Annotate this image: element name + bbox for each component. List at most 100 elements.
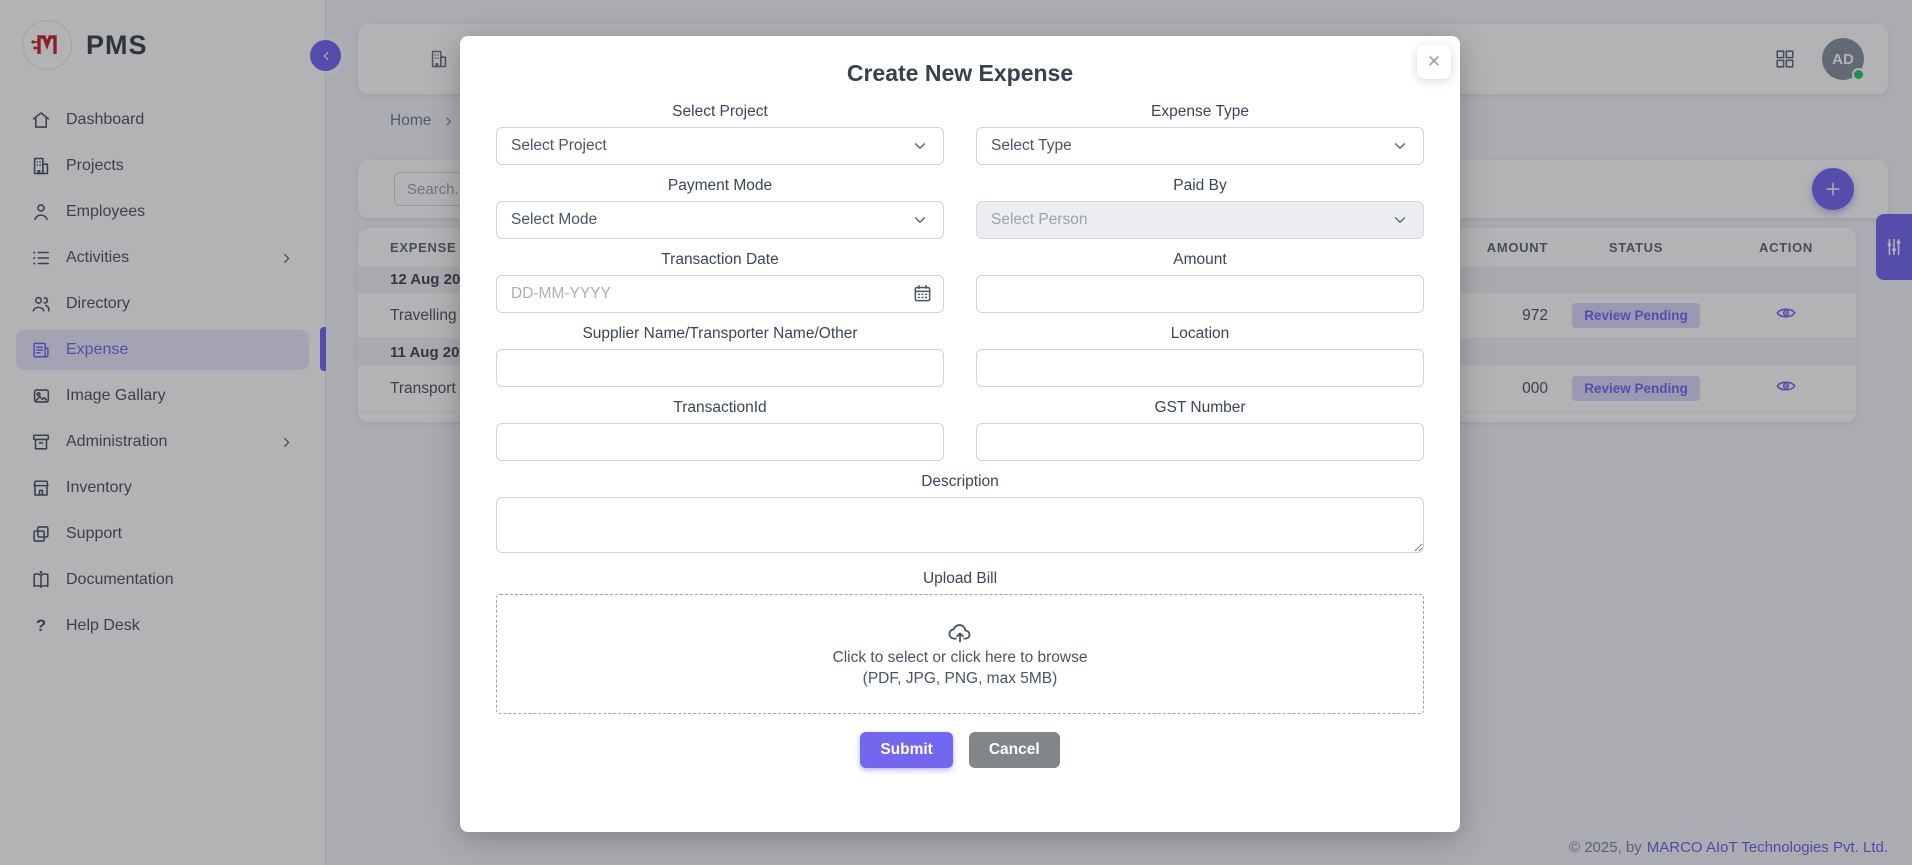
sidebar: PMS Dashboard Projects Employees Activi <box>0 0 341 865</box>
sidebar-item-label: Projects <box>66 157 124 174</box>
logo-row: PMS <box>0 0 325 90</box>
field-label: Upload Bill <box>922 570 998 587</box>
submit-button[interactable]: Submit <box>860 732 953 768</box>
sliders-icon <box>1883 236 1905 258</box>
customizer-toggle[interactable] <box>1876 214 1912 280</box>
chevron-down-icon <box>911 137 929 155</box>
location-input[interactable] <box>976 349 1424 387</box>
company-link[interactable]: MARCO AIoT Technologies Pvt. Ltd. <box>1646 839 1888 856</box>
footer: © 2025, by MARCO AIoT Technologies Pvt. L… <box>1569 839 1888 856</box>
sidebar-item-administration[interactable]: Administration <box>16 422 309 462</box>
upload-dropzone[interactable]: Click to select or click here to browse … <box>496 594 1424 714</box>
amount-field: Amount <box>976 251 1424 313</box>
sidebar-nav: Dashboard Projects Employees Activities … <box>0 90 325 646</box>
view-expense-icon[interactable] <box>1775 375 1797 397</box>
field-label: Description <box>921 473 999 490</box>
sidebar-item-employees[interactable]: Employees <box>16 192 309 232</box>
expense-status: Review Pending <box>1556 376 1716 401</box>
sidebar-item-label: Administration <box>66 433 168 450</box>
sidebar-item-documentation[interactable]: Documentation <box>16 560 309 600</box>
column-header-action: ACTION <box>1758 239 1814 255</box>
book-icon <box>30 569 52 591</box>
sidebar-item-image-gallary[interactable]: Image Gallary <box>16 376 309 416</box>
upload-bill-field: Upload Bill Click to select or click her… <box>496 570 1424 714</box>
expense-status: Review Pending <box>1556 303 1716 328</box>
row-actions <box>1716 375 1856 402</box>
sidebar-item-dashboard[interactable]: Dashboard <box>16 100 309 140</box>
gst-number-input[interactable] <box>976 423 1424 461</box>
breadcrumb-home[interactable]: Home <box>390 112 432 129</box>
field-label: Select Project <box>672 103 768 120</box>
field-label: Expense Type <box>1151 103 1249 120</box>
chevron-down-icon <box>1391 211 1409 229</box>
user-avatar[interactable]: AD <box>1822 38 1865 81</box>
sidebar-item-label: Employees <box>66 203 146 220</box>
modal-title: Create New Expense <box>846 60 1074 86</box>
transaction-date-input[interactable] <box>496 275 944 313</box>
sidebar-item-label: Image Gallary <box>66 387 166 404</box>
chevron-down-icon <box>1391 137 1409 155</box>
column-header-status[interactable]: STATUS <box>1608 239 1664 255</box>
supplier-name-input[interactable] <box>496 349 944 387</box>
field-label: TransactionId <box>673 399 767 416</box>
location-field: Location <box>976 325 1424 387</box>
sidebar-item-inventory[interactable]: Inventory <box>16 468 309 508</box>
selected-value: Select Type <box>991 137 1072 154</box>
user-icon <box>30 201 52 223</box>
online-status-dot <box>1852 68 1865 81</box>
users-icon <box>30 293 52 315</box>
selected-value: Select Mode <box>511 211 598 228</box>
field-label: Supplier Name/Transporter Name/Other <box>582 325 858 342</box>
apps-grid-icon[interactable] <box>1774 48 1796 70</box>
active-item-indicator <box>320 327 326 371</box>
field-label: GST Number <box>1154 399 1246 416</box>
expense-type-dropdown[interactable]: Select Type <box>976 127 1424 165</box>
description-textarea[interactable] <box>496 497 1424 553</box>
view-expense-icon[interactable] <box>1775 302 1797 324</box>
building-icon <box>30 155 52 177</box>
paid-by-dropdown: Select Person <box>976 201 1424 239</box>
status-badge: Review Pending <box>1572 376 1700 401</box>
amount-input[interactable] <box>976 275 1424 313</box>
selected-value: Select Person <box>991 211 1088 228</box>
cloud-upload-icon <box>947 620 973 646</box>
sidebar-item-label: Documentation <box>66 571 174 588</box>
column-header-amount[interactable]: AMOUNT <box>1486 239 1548 255</box>
organization-icon[interactable] <box>428 48 450 70</box>
sidebar-item-help-desk[interactable]: ? Help Desk <box>16 606 309 646</box>
close-button[interactable]: ✕ <box>1417 45 1451 79</box>
sidebar-item-label: Help Desk <box>66 617 140 634</box>
sidebar-collapse-button[interactable] <box>310 40 341 71</box>
sidebar-item-label: Directory <box>66 295 131 312</box>
transaction-id-input[interactable] <box>496 423 944 461</box>
chevron-right-icon <box>441 114 456 129</box>
field-label: Amount <box>1173 251 1227 268</box>
add-expense-button[interactable] <box>1812 168 1854 210</box>
payment-mode-dropdown[interactable]: Select Mode <box>496 201 944 239</box>
storefront-icon <box>30 477 52 499</box>
sidebar-item-expense[interactable]: Expense <box>16 330 309 370</box>
company-logo <box>22 20 72 70</box>
upload-constraints: (PDF, JPG, PNG, max 5MB) <box>862 670 1058 687</box>
upload-instruction: Click to select or click here to browse <box>832 649 1088 666</box>
group-date: 12 Aug 2025 <box>390 271 477 288</box>
select-project-dropdown[interactable]: Select Project <box>496 127 944 165</box>
transaction-date-field: Transaction Date <box>496 251 944 313</box>
sidebar-item-label: Dashboard <box>66 111 145 128</box>
sidebar-item-activities[interactable]: Activities <box>16 238 309 278</box>
help-icon: ? <box>35 616 47 635</box>
status-badge: Review Pending <box>1572 303 1700 328</box>
supplier-name-field: Supplier Name/Transporter Name/Other <box>496 325 944 387</box>
sidebar-item-projects[interactable]: Projects <box>16 146 309 186</box>
sidebar-item-label: Expense <box>66 341 129 358</box>
expense-type-field: Expense Type Select Type <box>976 103 1424 165</box>
copy-icon <box>30 523 52 545</box>
sidebar-item-support[interactable]: Support <box>16 514 309 554</box>
sidebar-item-directory[interactable]: Directory <box>16 284 309 324</box>
cancel-button[interactable]: Cancel <box>968 732 1060 768</box>
select-project-field: Select Project Select Project <box>496 103 944 165</box>
copyright-text: © 2025, by <box>1568 839 1642 856</box>
sidebar-item-label: Support <box>66 525 123 542</box>
group-date: 11 Aug 2025 <box>390 344 477 361</box>
